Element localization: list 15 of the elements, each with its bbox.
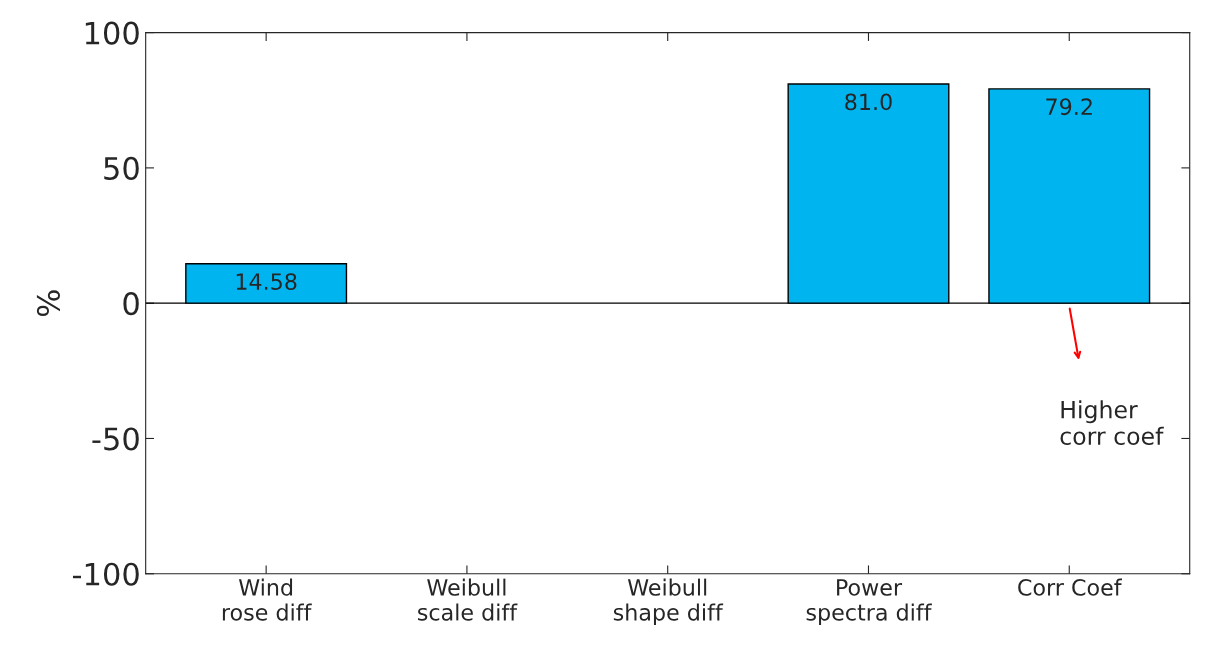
y-tick-label: 100 [85, 21, 139, 45]
y-axis-title: % [36, 290, 60, 317]
data-label: 14.58 [236, 273, 297, 290]
x-tick-label: Weibull shape diff [613, 578, 724, 626]
data-label: 81.0 [845, 93, 892, 111]
annotation: Higher corr coef [1060, 400, 1164, 446]
y-tick-label: -100 [72, 562, 139, 586]
x-tick-label: Corr Coef [1018, 578, 1123, 596]
data-label: 79.2 [1046, 98, 1092, 116]
x-tick-label: Weibull scale diff [418, 578, 518, 621]
x-tick-label: Power spectra diff [806, 579, 932, 626]
x-tick-label: Wind rose diff [222, 578, 312, 621]
y-tick-label: 0 [123, 292, 139, 316]
y-tick-label: 50 [104, 156, 139, 180]
y-tick-label: -50 [92, 427, 139, 451]
